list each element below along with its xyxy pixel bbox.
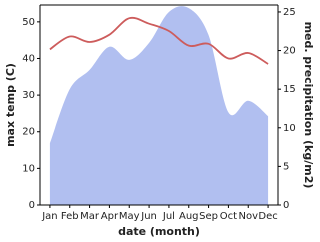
y-axis-label: max temp (C) <box>4 63 17 147</box>
y2-tick-label: 20 <box>283 46 296 57</box>
y-tick-label: 10 <box>22 163 35 174</box>
x-tick-label: Nov <box>238 211 258 222</box>
x-axis-label: date (month) <box>118 225 200 238</box>
y-tick-label: 50 <box>22 17 35 28</box>
x-tick-label: Oct <box>220 211 237 222</box>
x-tick-label: Dec <box>258 211 277 222</box>
y2-tick-label: 0 <box>283 200 289 211</box>
x-tick-label: May <box>119 211 140 222</box>
y-tick-label: 30 <box>22 90 35 101</box>
x-tick-label: Sep <box>199 211 218 222</box>
precipitation-area <box>49 6 269 206</box>
x-tick-label: Jul <box>162 211 175 222</box>
x-tick-label: Mar <box>80 211 100 222</box>
y-tick-label: 20 <box>22 127 35 138</box>
x-tick-label: Feb <box>61 211 79 222</box>
x-tick-label: Apr <box>101 211 119 222</box>
x-tick-label: Jan <box>41 211 57 222</box>
y-tick-label: 40 <box>22 53 35 64</box>
y2-tick-label: 25 <box>283 7 296 18</box>
y2-axis-label: med. precipitation (kg/m2) <box>302 22 315 189</box>
x-tick-label: Aug <box>179 211 199 222</box>
temp-line <box>49 16 269 65</box>
y2-tick-label: 5 <box>283 161 289 172</box>
y2-tick-label: 10 <box>283 123 296 134</box>
y2-tick-label: 15 <box>283 84 296 95</box>
y-tick-label: 0 <box>29 200 35 211</box>
x-tick-label: Jun <box>140 211 157 222</box>
